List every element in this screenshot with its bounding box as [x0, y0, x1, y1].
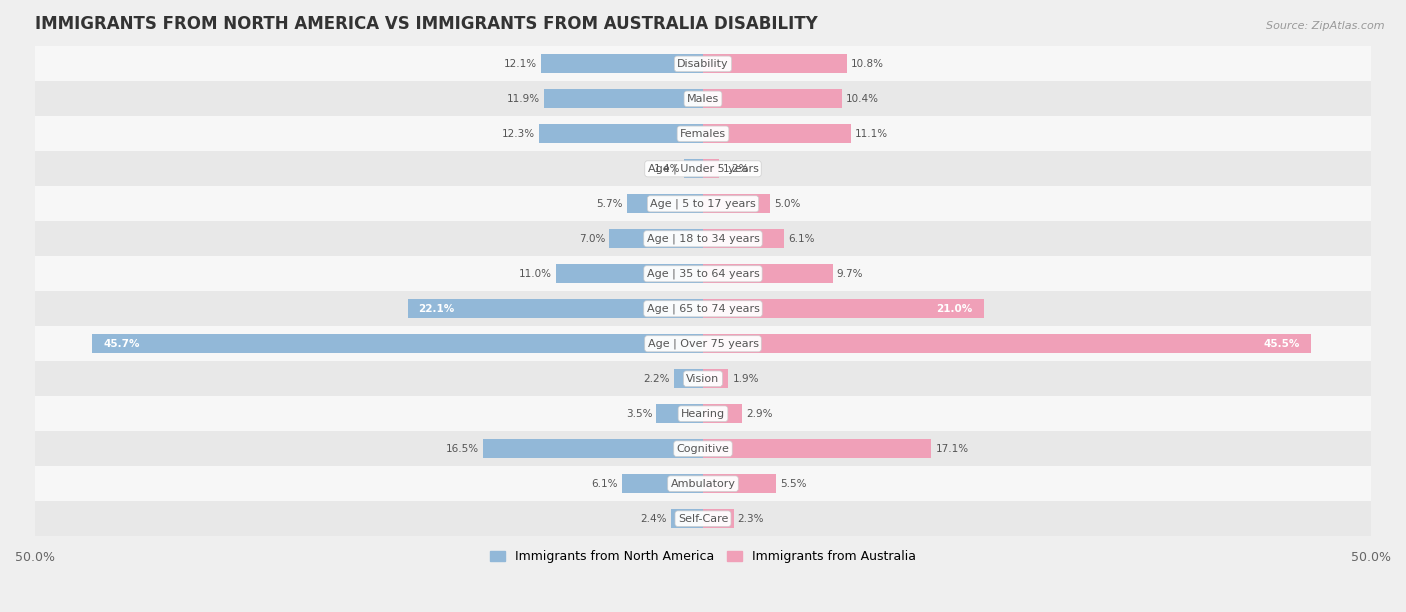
Bar — [703, 124, 851, 143]
Text: Age | 5 to 17 years: Age | 5 to 17 years — [650, 198, 756, 209]
Text: 5.0%: 5.0% — [773, 199, 800, 209]
Text: Age | Under 5 years: Age | Under 5 years — [648, 163, 758, 174]
Bar — [703, 89, 842, 108]
Bar — [671, 509, 703, 528]
Bar — [685, 159, 703, 179]
Text: 12.3%: 12.3% — [502, 129, 534, 139]
Text: 9.7%: 9.7% — [837, 269, 863, 279]
Bar — [703, 474, 776, 493]
Text: 2.9%: 2.9% — [745, 409, 772, 419]
Text: IMMIGRANTS FROM NORTH AMERICA VS IMMIGRANTS FROM AUSTRALIA DISABILITY: IMMIGRANTS FROM NORTH AMERICA VS IMMIGRA… — [35, 15, 818, 33]
Text: Age | 65 to 74 years: Age | 65 to 74 years — [647, 304, 759, 314]
Bar — [35, 256, 1371, 291]
Bar — [703, 299, 984, 318]
Bar — [35, 466, 1371, 501]
Text: 10.8%: 10.8% — [851, 59, 884, 69]
Bar — [544, 89, 703, 108]
Text: Age | 18 to 34 years: Age | 18 to 34 years — [647, 234, 759, 244]
Legend: Immigrants from North America, Immigrants from Australia: Immigrants from North America, Immigrant… — [485, 545, 921, 568]
Text: 45.5%: 45.5% — [1264, 339, 1301, 349]
Bar — [35, 186, 1371, 222]
Bar — [35, 326, 1371, 361]
Bar — [35, 431, 1371, 466]
Text: 1.2%: 1.2% — [723, 164, 749, 174]
Text: Males: Males — [688, 94, 718, 104]
Text: 5.5%: 5.5% — [780, 479, 807, 489]
Text: 21.0%: 21.0% — [936, 304, 973, 314]
Bar — [35, 151, 1371, 186]
Bar — [35, 116, 1371, 151]
Bar — [703, 439, 931, 458]
Bar — [609, 229, 703, 248]
Text: 2.3%: 2.3% — [738, 513, 765, 524]
Bar — [538, 124, 703, 143]
Text: 22.1%: 22.1% — [419, 304, 454, 314]
Text: Disability: Disability — [678, 59, 728, 69]
Bar — [482, 439, 703, 458]
Text: 7.0%: 7.0% — [579, 234, 606, 244]
Text: Hearing: Hearing — [681, 409, 725, 419]
Bar — [703, 404, 742, 424]
Text: 5.7%: 5.7% — [596, 199, 623, 209]
Bar — [35, 222, 1371, 256]
Bar — [408, 299, 703, 318]
Text: Vision: Vision — [686, 374, 720, 384]
Bar — [621, 474, 703, 493]
Text: 11.0%: 11.0% — [519, 269, 553, 279]
Text: Age | Over 75 years: Age | Over 75 years — [648, 338, 758, 349]
Text: 3.5%: 3.5% — [626, 409, 652, 419]
Text: 10.4%: 10.4% — [846, 94, 879, 104]
Bar — [93, 334, 703, 353]
Text: 2.4%: 2.4% — [640, 513, 666, 524]
Text: Age | 35 to 64 years: Age | 35 to 64 years — [647, 269, 759, 279]
Bar — [35, 47, 1371, 81]
Text: 6.1%: 6.1% — [789, 234, 815, 244]
Bar — [703, 264, 832, 283]
Bar — [555, 264, 703, 283]
Bar — [703, 194, 770, 214]
Bar — [703, 334, 1310, 353]
Bar — [703, 369, 728, 389]
Bar — [657, 404, 703, 424]
Text: 1.4%: 1.4% — [654, 164, 681, 174]
Bar — [35, 81, 1371, 116]
Bar — [627, 194, 703, 214]
Text: 16.5%: 16.5% — [446, 444, 478, 453]
Text: 45.7%: 45.7% — [103, 339, 139, 349]
Bar — [35, 501, 1371, 536]
Text: 12.1%: 12.1% — [505, 59, 537, 69]
Text: Self-Care: Self-Care — [678, 513, 728, 524]
Bar — [35, 291, 1371, 326]
Bar — [703, 159, 718, 179]
Bar — [703, 229, 785, 248]
Text: 2.2%: 2.2% — [643, 374, 669, 384]
Bar — [703, 509, 734, 528]
Text: Ambulatory: Ambulatory — [671, 479, 735, 489]
Bar — [35, 361, 1371, 396]
Text: Cognitive: Cognitive — [676, 444, 730, 453]
Text: 17.1%: 17.1% — [935, 444, 969, 453]
Bar — [35, 396, 1371, 431]
Text: 11.9%: 11.9% — [508, 94, 540, 104]
Bar — [541, 54, 703, 73]
Text: 1.9%: 1.9% — [733, 374, 759, 384]
Bar — [703, 54, 848, 73]
Text: 11.1%: 11.1% — [855, 129, 889, 139]
Text: 6.1%: 6.1% — [591, 479, 617, 489]
Text: Females: Females — [681, 129, 725, 139]
Bar — [673, 369, 703, 389]
Text: Source: ZipAtlas.com: Source: ZipAtlas.com — [1267, 21, 1385, 31]
